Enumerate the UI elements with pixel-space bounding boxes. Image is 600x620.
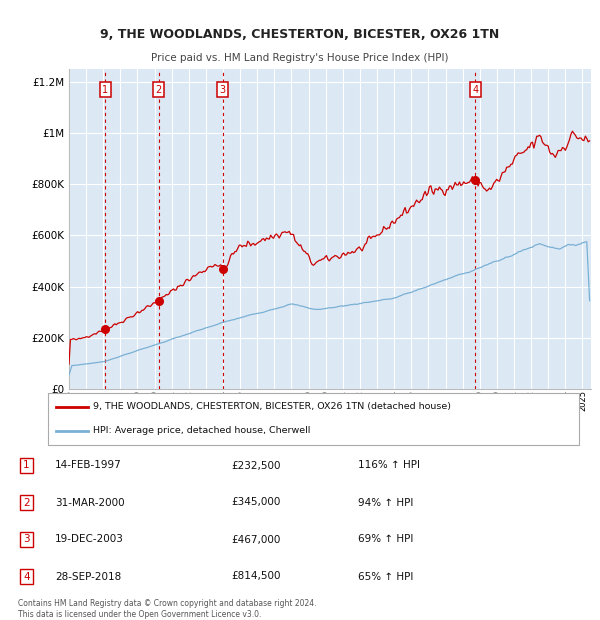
Text: 3: 3 bbox=[220, 85, 226, 95]
Text: 65% ↑ HPI: 65% ↑ HPI bbox=[358, 572, 413, 582]
FancyBboxPatch shape bbox=[48, 392, 579, 445]
Text: £814,500: £814,500 bbox=[231, 572, 280, 582]
Text: 31-MAR-2000: 31-MAR-2000 bbox=[55, 497, 125, 508]
Text: 3: 3 bbox=[23, 534, 30, 544]
Text: 1: 1 bbox=[23, 461, 30, 471]
Text: £345,000: £345,000 bbox=[231, 497, 280, 508]
Text: 28-SEP-2018: 28-SEP-2018 bbox=[55, 572, 121, 582]
Text: 9, THE WOODLANDS, CHESTERTON, BICESTER, OX26 1TN: 9, THE WOODLANDS, CHESTERTON, BICESTER, … bbox=[100, 28, 500, 41]
Text: £232,500: £232,500 bbox=[231, 461, 280, 471]
Text: 14-FEB-1997: 14-FEB-1997 bbox=[55, 461, 122, 471]
Text: 2: 2 bbox=[23, 497, 30, 508]
Text: 19-DEC-2003: 19-DEC-2003 bbox=[55, 534, 124, 544]
Text: 4: 4 bbox=[472, 85, 479, 95]
Text: 94% ↑ HPI: 94% ↑ HPI bbox=[358, 497, 413, 508]
Text: £467,000: £467,000 bbox=[231, 534, 280, 544]
Text: 9, THE WOODLANDS, CHESTERTON, BICESTER, OX26 1TN (detached house): 9, THE WOODLANDS, CHESTERTON, BICESTER, … bbox=[93, 402, 451, 411]
Text: 1: 1 bbox=[102, 85, 109, 95]
Text: HPI: Average price, detached house, Cherwell: HPI: Average price, detached house, Cher… bbox=[93, 426, 311, 435]
Text: 69% ↑ HPI: 69% ↑ HPI bbox=[358, 534, 413, 544]
Text: 116% ↑ HPI: 116% ↑ HPI bbox=[358, 461, 419, 471]
Text: Contains HM Land Registry data © Crown copyright and database right 2024.
This d: Contains HM Land Registry data © Crown c… bbox=[18, 600, 317, 619]
Text: Price paid vs. HM Land Registry's House Price Index (HPI): Price paid vs. HM Land Registry's House … bbox=[151, 53, 449, 63]
Text: 2: 2 bbox=[156, 85, 162, 95]
Text: 4: 4 bbox=[23, 572, 30, 582]
